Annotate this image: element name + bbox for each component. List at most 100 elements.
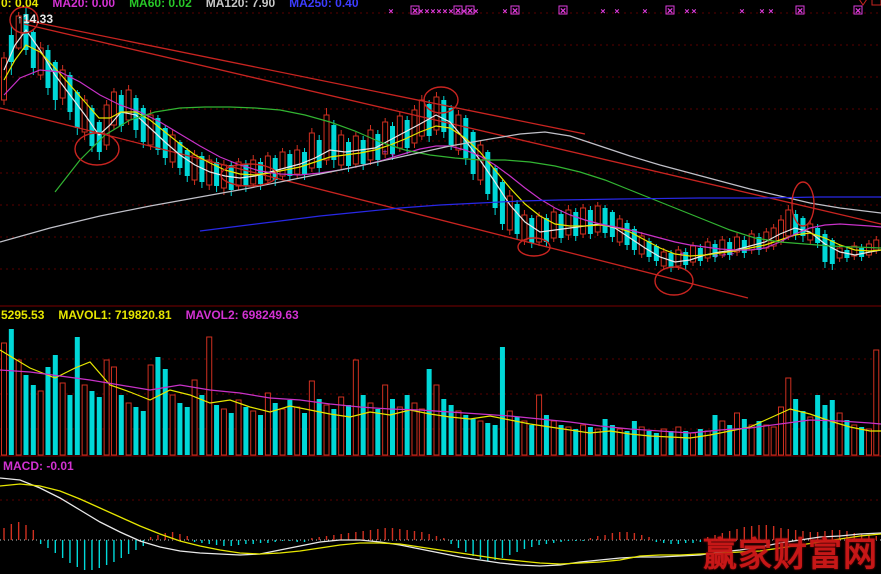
- volume-bar-up: [308, 380, 315, 456]
- volume-bar-down: [829, 400, 835, 455]
- signal-marker-box: [410, 5, 420, 15]
- volume-bar-down: [448, 405, 454, 455]
- volume-bar-up: [294, 406, 301, 456]
- volume-bar-up: [352, 359, 359, 456]
- candle: [485, 150, 491, 200]
- signal-marker-x: ×: [467, 4, 474, 17]
- candle-body-down: [89, 108, 95, 146]
- volume-bar-up: [594, 428, 601, 456]
- volume-panel[interactable]: [0, 329, 881, 456]
- signal-marker-box: [510, 5, 520, 15]
- signal-marker-x: ×: [473, 7, 478, 17]
- candle-body-up: [865, 243, 872, 256]
- volume-bar-down: [287, 400, 293, 455]
- volume-bar-up: [279, 408, 286, 456]
- candle: [110, 88, 117, 130]
- ma-line-MA20: [3, 69, 881, 251]
- candle: [396, 112, 403, 152]
- volume-bar-up: [382, 384, 389, 456]
- macd-line-DIF: [0, 477, 881, 567]
- volume-bar-up: [433, 384, 440, 456]
- volume-bar-down: [822, 405, 828, 455]
- volume-bar-down: [463, 415, 469, 455]
- candle: [675, 246, 682, 270]
- volume-bar-up: [506, 410, 513, 456]
- candle: [734, 233, 740, 256]
- candle-body-down: [697, 248, 703, 261]
- candle-body-up: [550, 211, 557, 239]
- candle: [45, 45, 51, 95]
- signal-marker-x: ×: [600, 7, 605, 17]
- mavol-line-MAVOL2: [0, 369, 881, 434]
- volume-bar-up: [396, 406, 403, 456]
- volume-bar-up: [323, 404, 330, 456]
- volume-bar-down: [602, 419, 608, 455]
- volume-bar-down: [426, 369, 432, 455]
- candle-body-down: [199, 156, 205, 182]
- candle: [477, 140, 484, 185]
- volume-bar-down: [587, 427, 593, 455]
- candle-body-up: [125, 89, 132, 121]
- candle: [822, 230, 828, 268]
- volume-bar-down: [45, 367, 51, 455]
- price-signal-marker: +: [713, 251, 718, 261]
- candle: [89, 105, 95, 152]
- candle: [228, 162, 234, 196]
- volume-bar-up: [338, 396, 345, 456]
- candle: [338, 130, 345, 170]
- volume-bar-up: [110, 366, 117, 456]
- volume-bar-down: [162, 369, 168, 455]
- highlight-ellipse: [220, 163, 278, 187]
- price-signal-marker: +: [729, 249, 734, 259]
- kline-panel[interactable]: × × × × × × × × × × × × × × × × × × × × × × × × × ×+ ++ + + +: [0, 0, 881, 299]
- candle: [727, 238, 733, 260]
- price-signal-marker: +: [721, 250, 726, 260]
- candle-body-down: [485, 152, 491, 194]
- volume-bar-down: [199, 395, 205, 455]
- ma-label-segment: MA60: 0.02: [129, 0, 192, 10]
- volume-bar-up: [873, 349, 880, 456]
- volume-bar-up: [785, 377, 792, 456]
- candle: [470, 130, 476, 180]
- macd-panel[interactable]: [0, 477, 881, 570]
- volume-bar-down: [815, 395, 821, 455]
- candle-body-down: [646, 241, 652, 257]
- volume-bar-down: [140, 411, 146, 455]
- volume-bar-up: [125, 402, 132, 456]
- candle-body-down: [155, 118, 161, 150]
- volume-bar-down: [331, 409, 337, 455]
- signal-marker-x: ×: [855, 4, 862, 17]
- volume-bar-up: [206, 336, 213, 456]
- candle: [829, 238, 835, 270]
- mavol-label-segment: MAVOL1: 719820.81: [58, 308, 172, 322]
- candle-body-down: [140, 108, 146, 142]
- macd-line-DEA: [0, 483, 881, 565]
- candle-body-up: [719, 239, 726, 256]
- corner-triangle-icon: [859, 0, 867, 6]
- candle: [404, 116, 410, 154]
- volume-bar-down: [302, 413, 308, 455]
- trend-line-upper-fan: [23, 19, 586, 135]
- volume-bar-up: [734, 412, 740, 456]
- candle-body-down: [74, 92, 80, 128]
- candle: [103, 100, 110, 150]
- candle-body-down: [529, 218, 535, 243]
- candle-body-up: [638, 235, 645, 255]
- volume-bar-down: [646, 431, 652, 455]
- candle-body-down: [558, 214, 564, 238]
- volume-bar-down: [30, 385, 36, 455]
- volume-bar-up: [865, 428, 872, 456]
- volume-bar-up: [521, 420, 528, 456]
- volume-bar-up: [851, 424, 858, 456]
- signal-marker-x: ×: [502, 7, 507, 17]
- candle-body-up: [308, 132, 315, 169]
- signal-marker-box: [465, 5, 475, 15]
- volume-bar-down: [499, 347, 505, 455]
- candle-body-up: [594, 205, 601, 233]
- candle: [331, 120, 337, 168]
- peak-price-value: 14.33: [23, 12, 54, 26]
- candle: [594, 202, 601, 236]
- candle: [683, 248, 689, 270]
- watermark-text: 赢家财富网: [703, 535, 878, 574]
